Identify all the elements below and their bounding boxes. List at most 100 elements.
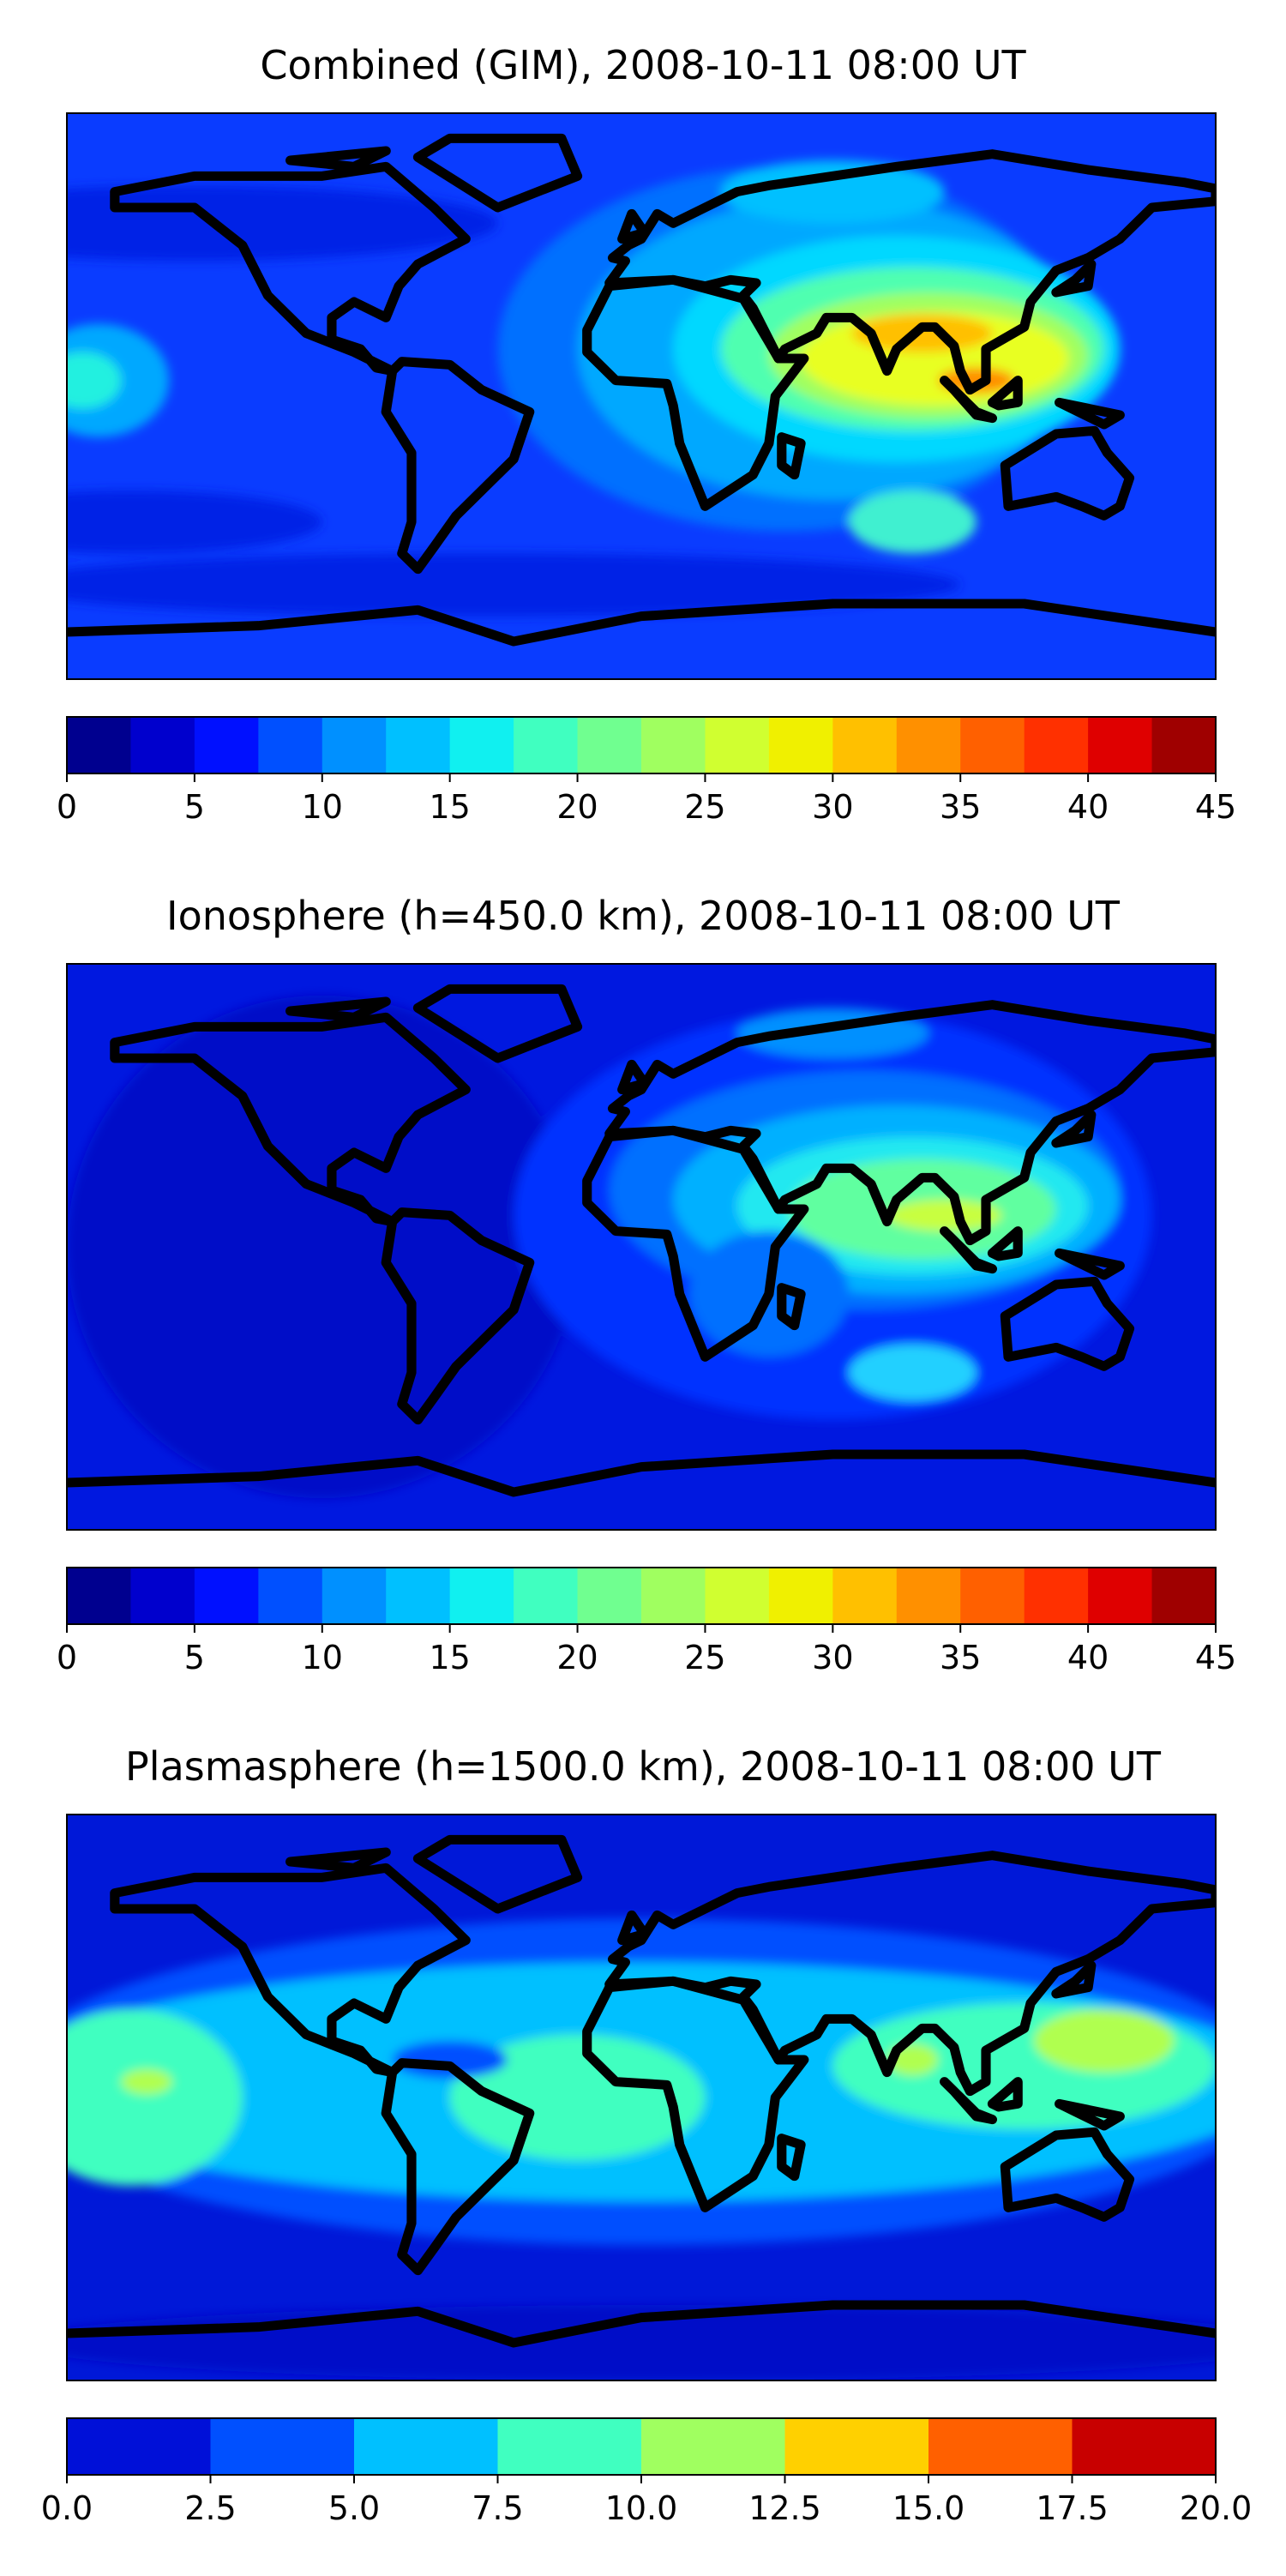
colorbar-bin — [497, 2418, 642, 2475]
colorbar-bin — [1151, 717, 1217, 773]
colorbar-bin — [960, 717, 1025, 773]
colorbar-tick-label: 20 — [556, 788, 598, 826]
colorbar-bin — [258, 1568, 323, 1624]
colorbar-bin — [514, 1568, 579, 1624]
colorbar-tick-label: 20 — [556, 1639, 598, 1676]
colorbar-bin — [577, 717, 642, 773]
tec-contour-region — [449, 2034, 706, 2161]
tec-contour-region — [67, 2305, 1216, 2380]
colorbar-bin — [577, 1568, 642, 1624]
map-area — [67, 113, 1216, 679]
tec-contour-region — [721, 160, 945, 224]
colorbar-tick-label: 30 — [812, 788, 853, 826]
colorbar-bin — [1024, 717, 1089, 773]
tec-contour-region — [67, 553, 961, 617]
colorbar-bin — [1024, 1568, 1089, 1624]
colorbar-tick-label: 7.5 — [472, 2489, 523, 2527]
colorbar-bin — [768, 717, 833, 773]
colorbar-bin — [322, 1568, 387, 1624]
colorbar-tick-label: 25 — [684, 1639, 725, 1676]
colorbar-bin — [784, 2418, 929, 2475]
map-area — [67, 1815, 1216, 2380]
colorbar-bin — [1072, 2418, 1217, 2475]
panel-3: Plasmasphere (h=1500.0 km), 2008-10-11 0… — [41, 1743, 1253, 2527]
colorbar-tick-label: 0.0 — [41, 2489, 93, 2527]
tec-contour-region — [886, 1200, 1002, 1231]
tec-contour-region — [67, 2009, 243, 2186]
colorbar-tick-label: 17.5 — [1036, 2489, 1109, 2527]
colorbar-bin — [641, 717, 706, 773]
map-frame — [66, 1814, 1217, 2381]
colorbar-bin — [705, 717, 770, 773]
panel-title: Combined (GIM), 2008-10-11 08:00 UT — [260, 42, 1026, 88]
colorbar-bin — [67, 2418, 212, 2475]
tec-contour-region — [392, 2041, 508, 2079]
colorbar-bin — [1088, 717, 1153, 773]
colorbar-bin — [705, 1568, 770, 1624]
colorbar-tick-label: 0 — [57, 788, 77, 826]
map-frame — [66, 963, 1217, 1531]
tec-contour-region — [1033, 2009, 1175, 2073]
colorbar-tick-label: 35 — [940, 1639, 981, 1676]
colorbar-bin — [194, 1568, 259, 1624]
colorbar-bin — [67, 717, 132, 773]
colorbar-bin — [832, 717, 898, 773]
colorbar-bin — [641, 1568, 706, 1624]
colorbar-tick-label: 35 — [940, 788, 981, 826]
map-area — [67, 964, 1216, 1530]
colorbar-tick-label: 10 — [302, 788, 343, 826]
panel-title: Ionosphere (h=450.0 km), 2008-10-11 08:0… — [166, 893, 1121, 939]
colorbar-bin — [896, 717, 961, 773]
panel-2: Ionosphere (h=450.0 km), 2008-10-11 08:0… — [57, 893, 1236, 1676]
colorbar-bin — [386, 717, 451, 773]
colorbar-bin — [514, 717, 579, 773]
colorbar-tick-label: 15 — [429, 1639, 470, 1676]
tec-contour-region — [848, 1344, 977, 1401]
colorbar-tick-label: 40 — [1067, 1639, 1109, 1676]
colorbar-tick-label: 15.0 — [892, 2489, 965, 2527]
colorbar-bin — [130, 717, 195, 773]
colorbar-bin — [449, 717, 514, 773]
colorbar-bin — [322, 717, 387, 773]
colorbar-bin — [960, 1568, 1025, 1624]
tec-contour-region — [121, 2069, 172, 2095]
map-frame — [66, 112, 1217, 680]
colorbar-bin — [67, 1568, 132, 1624]
colorbar-bin — [449, 1568, 514, 1624]
colorbar-frame — [66, 1567, 1217, 1625]
colorbar: 0.0 2.5 5.0 7.5 10.0 12.5 15.0 17.5 20.0 — [41, 2417, 1253, 2527]
colorbar-bin — [194, 717, 259, 773]
colorbar-bin — [130, 1568, 195, 1624]
colorbar-bin — [768, 1568, 833, 1624]
colorbar-bin — [1151, 1568, 1217, 1624]
colorbar-tick-label: 20.0 — [1180, 2489, 1253, 2527]
colorbar-tick-label: 10.0 — [605, 2489, 678, 2527]
colorbar-tick-label: 5 — [184, 1639, 205, 1676]
colorbar-tick-label: 10 — [302, 1639, 343, 1676]
colorbar-tick-label: 45 — [1195, 1639, 1236, 1676]
colorbar-tick-label: 15 — [429, 788, 470, 826]
colorbar-tick-label: 30 — [812, 1639, 853, 1676]
colorbar-bin — [896, 1568, 961, 1624]
colorbar-tick-label: 0 — [57, 1639, 77, 1676]
tec-contour-region — [848, 491, 977, 554]
colorbar-tick-label: 12.5 — [748, 2489, 821, 2527]
panel-1: Combined (GIM), 2008-10-11 08:00 UT 0 5 10 1… — [57, 42, 1236, 826]
colorbar-bin — [386, 1568, 451, 1624]
colorbar-bin — [258, 717, 323, 773]
panel-title: Plasmasphere (h=1500.0 km), 2008-10-11 0… — [125, 1743, 1162, 1790]
tec-contour-region — [67, 352, 122, 409]
colorbar-tick-label: 25 — [684, 788, 725, 826]
colorbar-tick-label: 45 — [1195, 788, 1236, 826]
colorbar-tick-label: 2.5 — [184, 2489, 236, 2527]
colorbar-bin — [832, 1568, 898, 1624]
colorbar-tick-label: 5 — [184, 788, 205, 826]
colorbar-tick-label: 40 — [1067, 788, 1109, 826]
colorbar: 0 5 10 15 20 25 30 35 40 45 — [57, 716, 1236, 826]
colorbar-bin — [210, 2418, 355, 2475]
colorbar-bin — [641, 2418, 786, 2475]
colorbar-frame — [66, 716, 1217, 774]
tec-contour-region — [67, 491, 322, 554]
